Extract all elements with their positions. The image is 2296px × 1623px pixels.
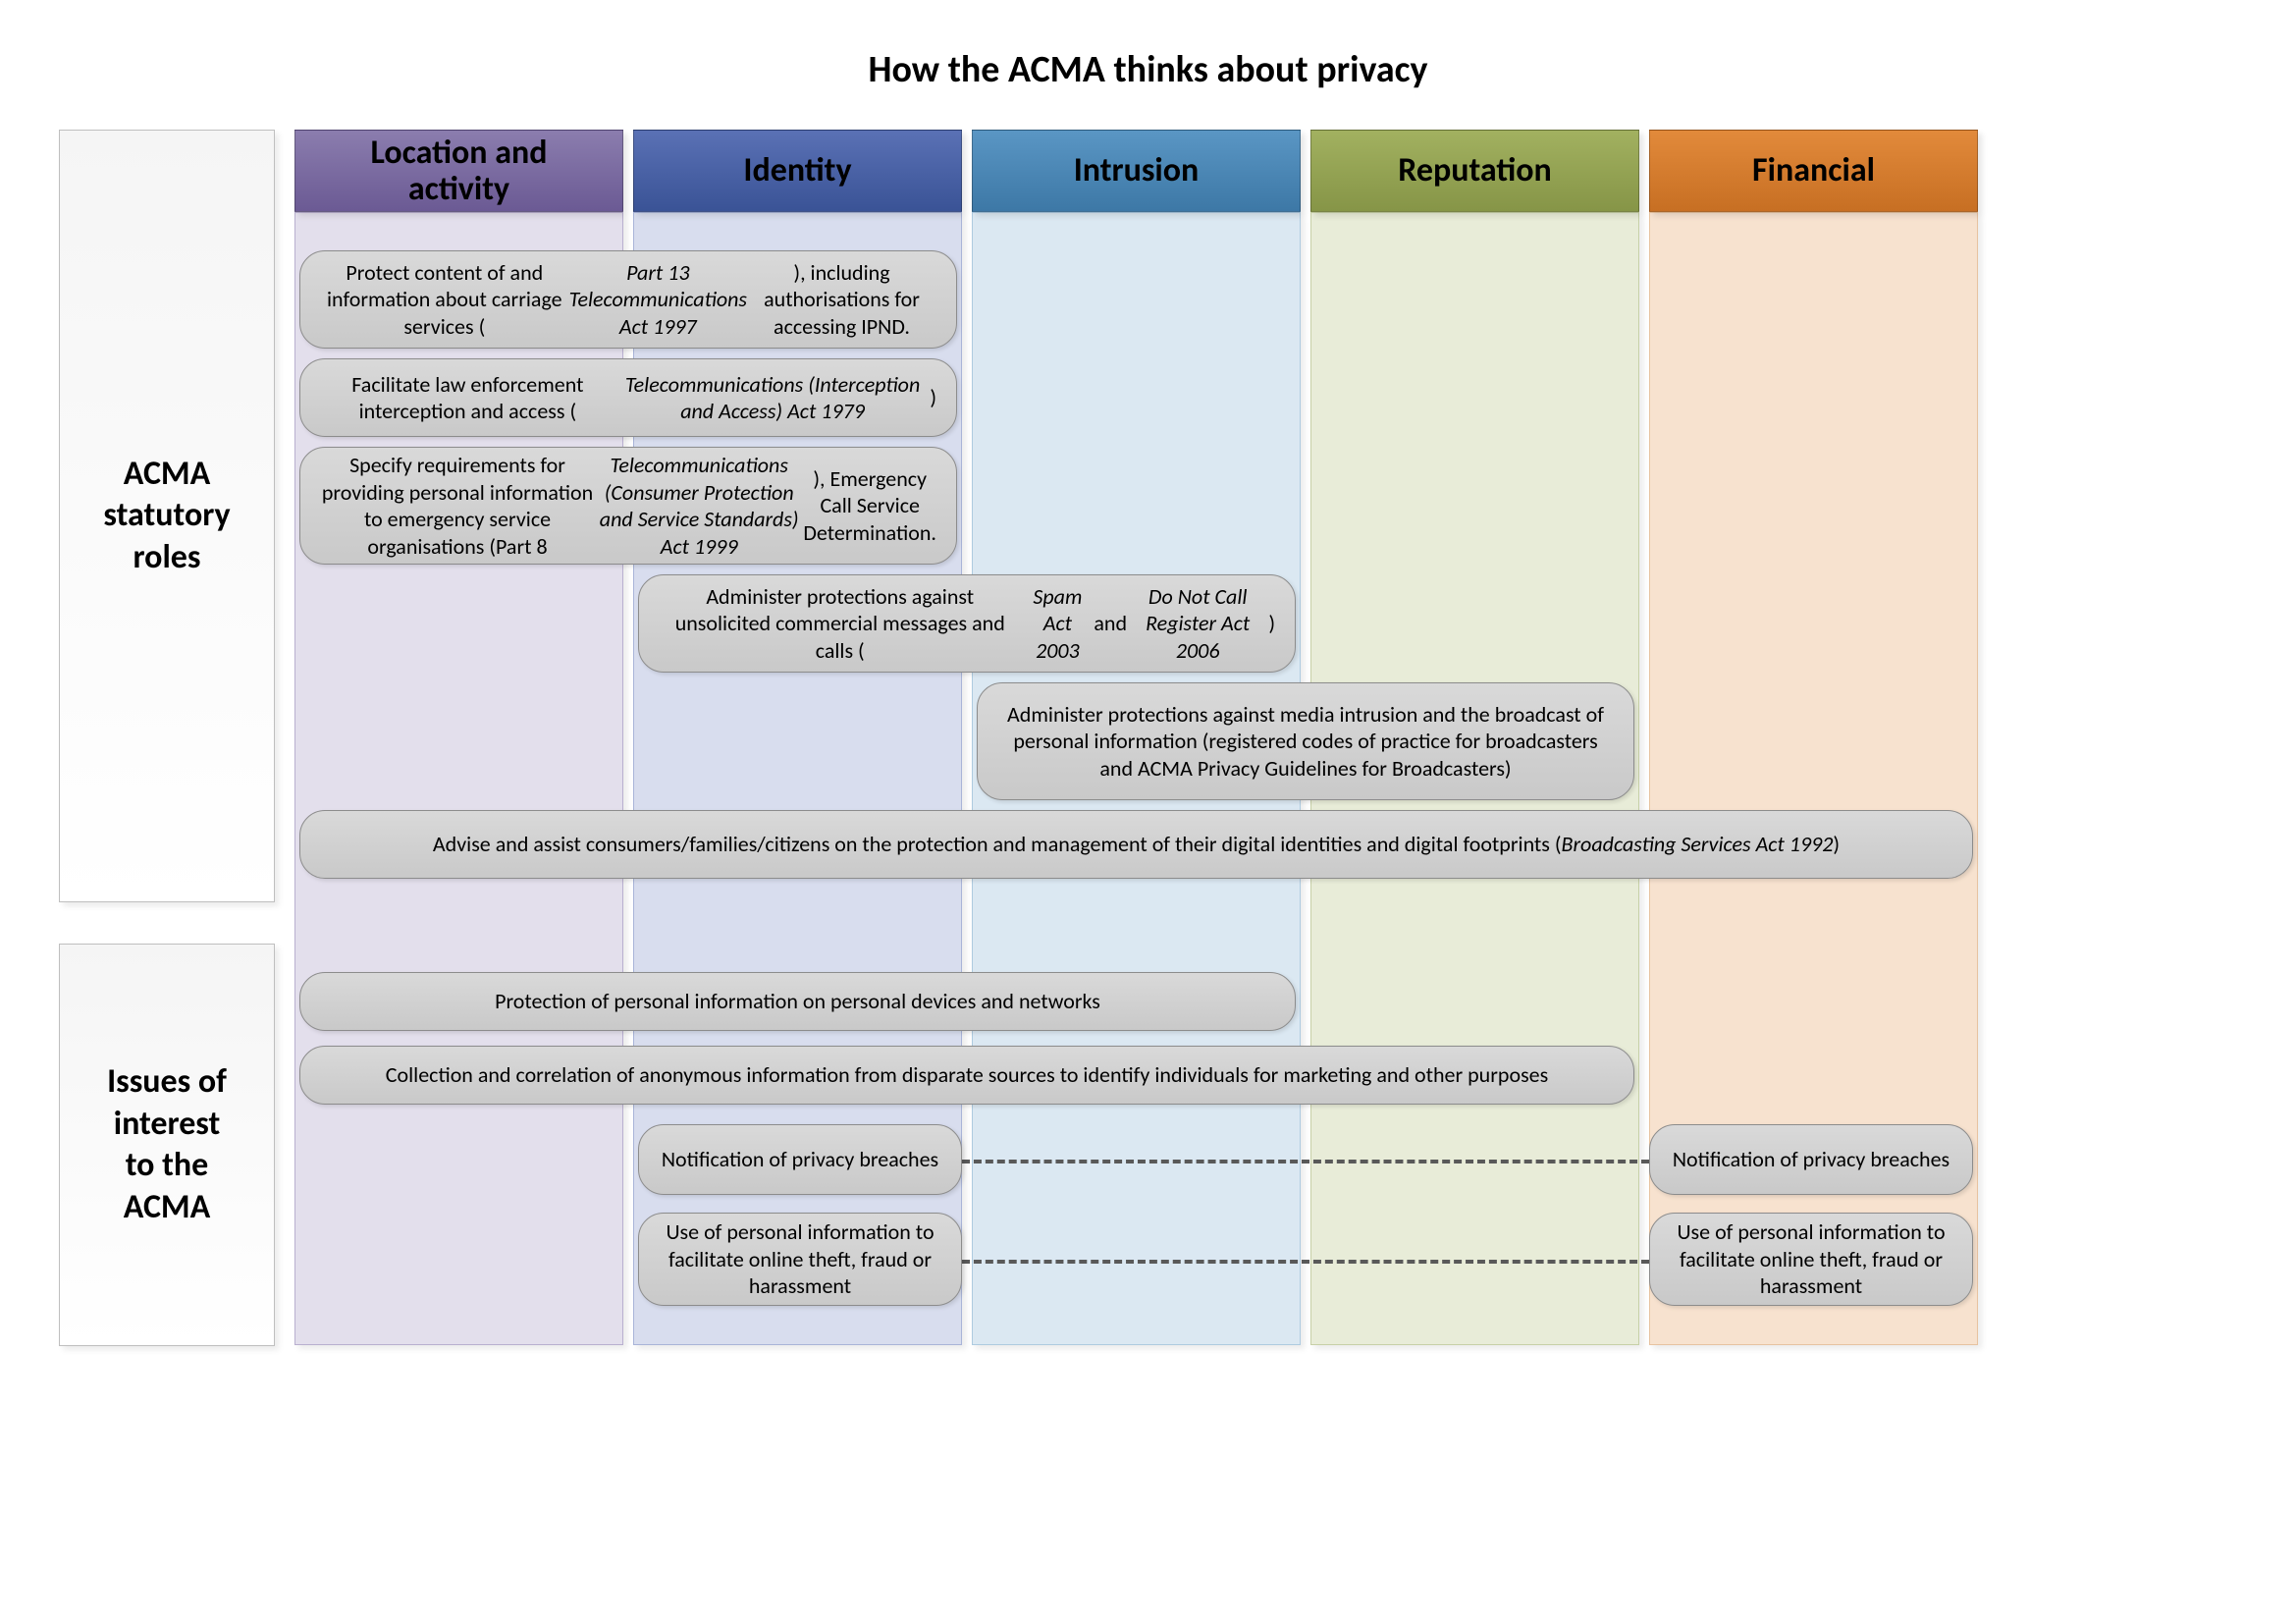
column-header-intrusion: Intrusion [972,130,1301,212]
row-label-acma-statutory-roles: ACMA statutory roles [59,130,275,902]
pill-p5: Administer protections against media int… [977,682,1634,800]
pill-p9a: Notification of privacy breaches [638,1124,962,1195]
pill-p10b: Use of personal information to facilitat… [1649,1213,1973,1306]
diagram-stage: How the ACMA thinks about privacy Locatio… [0,0,2296,1623]
pill-p7: Protection of personal information on pe… [299,972,1296,1031]
pill-p10a: Use of personal information to facilitat… [638,1213,962,1306]
row-label-issues-of-interest: Issues of interest to the ACMA [59,944,275,1346]
pill-p9b: Notification of privacy breaches [1649,1124,1973,1195]
pill-p8: Collection and correlation of anonymous … [299,1046,1634,1105]
pill-p4: Administer protections against unsolicit… [638,574,1296,673]
connector-d1 [962,1160,1649,1163]
connector-d2 [962,1260,1649,1264]
column-header-reputation: Reputation [1310,130,1639,212]
pill-p3: Specify requirements for providing perso… [299,447,957,565]
pill-p2: Facilitate law enforcement interception … [299,358,957,437]
column-header-location-activity: Location and activity [294,130,623,212]
pill-p6: Advise and assist consumers/families/cit… [299,810,1973,879]
column-header-identity: Identity [633,130,962,212]
pill-p1: Protect content of and information about… [299,250,957,349]
column-header-financial: Financial [1649,130,1978,212]
diagram-title: How the ACMA thinks about privacy [0,47,2296,92]
